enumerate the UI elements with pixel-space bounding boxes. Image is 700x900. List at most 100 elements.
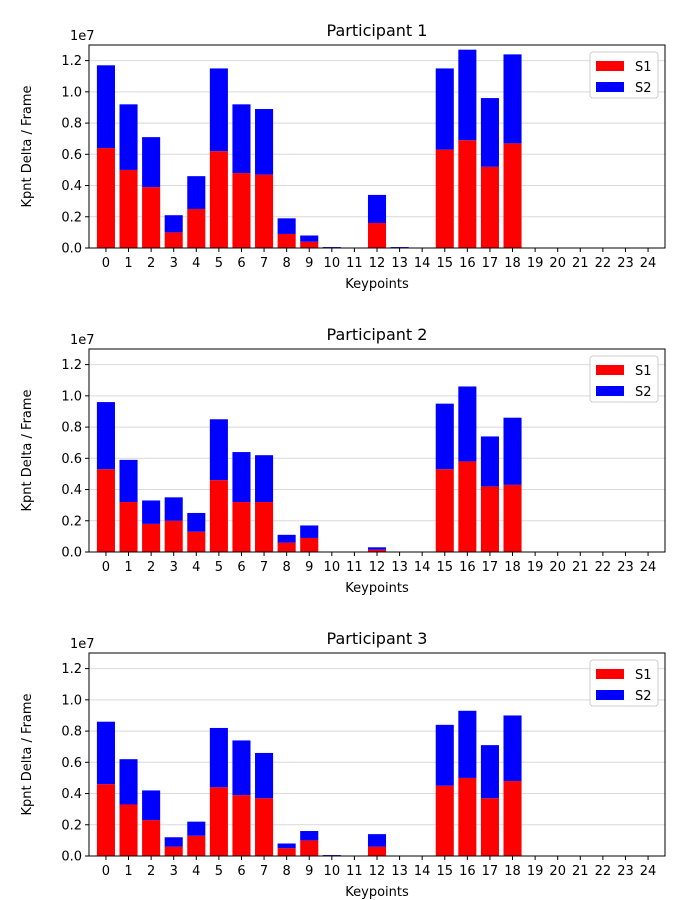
bar-s2-18 <box>503 715 522 782</box>
bar-s2-9 <box>300 235 319 242</box>
x-tick-label: 10 <box>324 560 341 575</box>
x-tick-label: 0 <box>102 864 110 879</box>
bar-s2-8 <box>277 843 296 849</box>
bar-s1-4 <box>187 208 206 248</box>
bar-s1-0 <box>96 469 115 552</box>
x-tick-label: 22 <box>595 864 612 879</box>
bar-s1-6 <box>232 173 251 248</box>
x-tick-label: 12 <box>369 560 386 575</box>
y-tick-label: 1.2 <box>61 54 82 69</box>
y-tick-label: 0.2 <box>61 210 82 225</box>
x-tick-label: 20 <box>549 256 566 271</box>
bar-s1-4 <box>187 835 206 856</box>
bar-s2-16 <box>458 49 477 141</box>
x-tick-label: 6 <box>237 864 245 879</box>
x-tick-label: 21 <box>572 560 589 575</box>
bar-s2-7 <box>255 455 274 503</box>
bar-s1-15 <box>435 469 454 552</box>
bar-s2-0 <box>96 65 115 149</box>
chart-title: Participant 3 <box>327 629 428 648</box>
x-tick-label: 24 <box>640 256 657 271</box>
bar-s2-1 <box>119 459 138 503</box>
x-tick-label: 9 <box>305 256 313 271</box>
bar-s1-1 <box>119 169 138 248</box>
bar-s1-2 <box>142 187 161 248</box>
x-tick-label: 19 <box>527 256 544 271</box>
x-tick-label: 1 <box>124 864 132 879</box>
bar-s2-3 <box>164 837 183 847</box>
bar-s1-15 <box>435 785 454 856</box>
bar-s1-18 <box>503 781 522 856</box>
x-tick-label: 9 <box>305 560 313 575</box>
y-axis-label: Kpnt Delta / Frame <box>20 389 35 511</box>
x-tick-label: 0 <box>102 560 110 575</box>
x-tick-label: 16 <box>459 560 476 575</box>
bar-s2-4 <box>187 176 206 209</box>
bar-s1-12 <box>367 846 387 856</box>
legend-label-s1: S1 <box>635 668 652 683</box>
bar-s1-5 <box>209 151 228 248</box>
bar-s1-8 <box>277 542 296 552</box>
y-axis-label: Kpnt Delta / Frame <box>20 85 35 207</box>
x-tick-label: 16 <box>459 864 476 879</box>
x-tick-label: 20 <box>549 864 566 879</box>
x-tick-label: 19 <box>527 864 544 879</box>
y-tick-label: 0.8 <box>61 725 82 740</box>
legend-label-s1: S1 <box>635 60 652 75</box>
legend-label-s2: S2 <box>635 689 652 704</box>
bar-s1-12 <box>367 223 387 248</box>
bar-s2-8 <box>277 218 296 234</box>
bar-s2-16 <box>458 386 477 462</box>
bar-s1-8 <box>277 848 296 856</box>
x-tick-label: 22 <box>595 560 612 575</box>
x-tick-label: 8 <box>283 560 291 575</box>
x-tick-label: 19 <box>527 560 544 575</box>
bar-s1-0 <box>96 148 115 248</box>
bar-s1-17 <box>480 166 499 248</box>
bar-s2-6 <box>232 452 251 503</box>
bar-s2-4 <box>187 821 206 836</box>
x-tick-label: 23 <box>617 864 634 879</box>
x-axis-label: Keypoints <box>345 885 409 900</box>
bar-s1-9 <box>300 241 319 248</box>
y-tick-label: 0.8 <box>61 421 82 436</box>
bar-s2-15 <box>435 403 454 470</box>
x-tick-label: 17 <box>482 864 499 879</box>
bar-s1-8 <box>277 233 296 248</box>
y-tick-label: 0.8 <box>61 117 82 132</box>
chart-title: Participant 1 <box>327 21 428 40</box>
x-tick-label: 4 <box>192 560 200 575</box>
x-tick-label: 18 <box>504 256 521 271</box>
bar-s2-9 <box>300 525 319 538</box>
bar-s1-16 <box>458 461 477 552</box>
bar-s1-12 <box>367 549 387 552</box>
bar-s2-2 <box>142 790 161 821</box>
bar-s2-12 <box>367 834 387 847</box>
y-tick-label: 0.0 <box>61 242 82 257</box>
chart-title: Participant 2 <box>327 325 428 344</box>
bar-s2-1 <box>119 759 138 805</box>
y-tick-label: 0.0 <box>61 850 82 865</box>
bar-s1-5 <box>209 480 228 552</box>
bar-s2-12 <box>367 194 387 224</box>
bar-s1-1 <box>119 502 138 552</box>
x-tick-label: 2 <box>147 864 155 879</box>
x-tick-label: 17 <box>482 256 499 271</box>
x-tick-label: 13 <box>391 560 408 575</box>
y-tick-label: 0.4 <box>61 179 82 194</box>
y-tick-label: 0.2 <box>61 818 82 833</box>
bar-s2-12 <box>367 547 387 550</box>
legend-swatch-s2 <box>596 82 624 92</box>
bar-s1-18 <box>503 143 522 248</box>
x-tick-label: 7 <box>260 560 268 575</box>
bar-s2-4 <box>187 512 206 532</box>
bar-s1-17 <box>480 486 499 552</box>
y-offset-label: 1e7 <box>70 333 95 348</box>
bar-s1-7 <box>255 502 274 552</box>
x-tick-label: 6 <box>237 560 245 575</box>
legend-swatch-s1 <box>596 669 624 679</box>
y-tick-label: 0.4 <box>61 483 82 498</box>
x-tick-label: 11 <box>346 256 363 271</box>
